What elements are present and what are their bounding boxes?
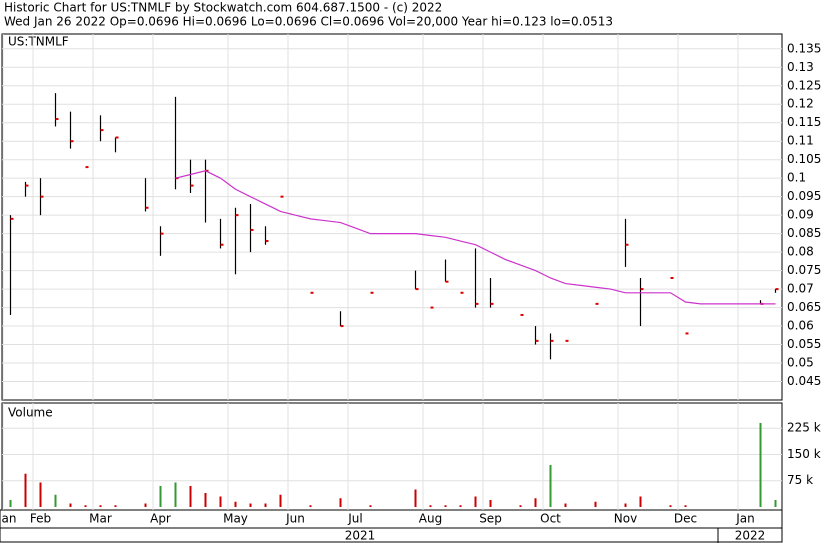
volume-bar: [519, 505, 522, 507]
volume-bar: [489, 499, 492, 507]
x-tick-label: Oct: [540, 512, 561, 526]
y-tick-label: 0.085: [787, 226, 821, 240]
volume-bar: [549, 464, 552, 507]
x-tick-label: Aug: [419, 512, 442, 526]
volume-bar: [594, 501, 597, 507]
volume-bar: [339, 498, 342, 507]
x-tick-label: Nov: [614, 512, 637, 526]
y-tick-label: 0.11: [787, 134, 814, 148]
y-tick-label: 0.125: [787, 78, 821, 92]
volume-bar: [249, 503, 252, 507]
y-tick-label: 0.115: [787, 115, 821, 129]
x-tick-label: Jun: [285, 512, 305, 526]
y-tick-label: 0.075: [787, 263, 821, 277]
x-tick-label: May: [223, 512, 248, 526]
moving-average: [175, 170, 776, 305]
symbol-label: US:TNMLF: [8, 35, 69, 49]
y-tick-label: 0.08: [787, 245, 814, 259]
volume-bar: [24, 473, 27, 507]
x-tick-label: Apr: [150, 512, 171, 526]
quote-line: Wed Jan 26 2022 Op=0.0696 Hi=0.0696 Lo=0…: [4, 15, 613, 29]
volume-bar: [639, 496, 642, 507]
y-tick-label: 0.13: [787, 60, 814, 74]
y-tick-label: 0.05: [787, 356, 814, 370]
volume-label: Volume: [8, 406, 53, 420]
y-tick-label: 0.06: [787, 319, 814, 333]
volume-bar: [279, 494, 282, 507]
year-label: 2021: [345, 529, 376, 543]
volume-bar: [444, 505, 447, 507]
volume-bar: [9, 499, 12, 507]
volume-bar: [684, 505, 687, 507]
x-tick-label: Jul: [347, 512, 362, 526]
year-label: 2022: [735, 529, 766, 543]
volume-bar: [459, 505, 462, 507]
volume-bar: [234, 501, 237, 507]
y-tick-label: 0.1: [787, 171, 806, 185]
y-tick-label: 0.095: [787, 189, 821, 203]
volume-bar: [189, 485, 192, 507]
volume-bar: [534, 498, 537, 507]
volume-bar: [204, 492, 207, 507]
y-tick-label: 0.105: [787, 152, 821, 166]
y-tick-label: 0.07: [787, 282, 814, 296]
volume-bar: [309, 505, 312, 507]
y-tick-label: 0.065: [787, 300, 821, 314]
x-tick-label: Mar: [89, 512, 112, 526]
y-tick-label: 75 k: [787, 473, 813, 487]
y-tick-label: 0.12: [787, 97, 814, 111]
y-tick-label: 0.055: [787, 337, 821, 351]
volume-bar: [144, 503, 147, 507]
volume-bar: [54, 494, 57, 507]
y-tick-label: 150 k: [787, 447, 821, 461]
y-tick-label: 0.135: [787, 41, 821, 55]
volume-bar: [39, 482, 42, 507]
volume-bar: [114, 505, 117, 507]
x-tick-label: Jan: [0, 512, 17, 526]
y-tick-label: 0.09: [787, 208, 814, 222]
volume-bar: [99, 505, 102, 507]
price-panel: [1, 33, 783, 401]
volume-bar: [69, 503, 72, 507]
x-tick-label: Sep: [479, 512, 502, 526]
volume-bar: [774, 499, 777, 507]
volume-bar: [474, 496, 477, 507]
volume-bar: [624, 503, 627, 507]
volume-bar: [564, 503, 567, 507]
volume-bar: [264, 503, 267, 507]
y-tick-label: 0.045: [787, 374, 821, 388]
x-tick-label: Jan: [735, 512, 755, 526]
volume-bar: [84, 505, 87, 507]
y-tick-label: 225 k: [787, 421, 821, 435]
volume-bar: [159, 485, 162, 507]
x-tick-label: Feb: [30, 512, 51, 526]
volume-bar: [429, 505, 432, 507]
volume-bar: [219, 496, 222, 507]
volume-bar: [759, 422, 762, 507]
volume-bar: [414, 489, 417, 507]
volume-bar: [174, 482, 177, 507]
volume-bar: [669, 505, 672, 507]
x-tick-label: Dec: [674, 512, 697, 526]
date-axis: [0, 509, 783, 543]
chart-title: Historic Chart for US:TNMLF by Stockwatc…: [4, 1, 442, 15]
volume-bar: [369, 505, 372, 507]
